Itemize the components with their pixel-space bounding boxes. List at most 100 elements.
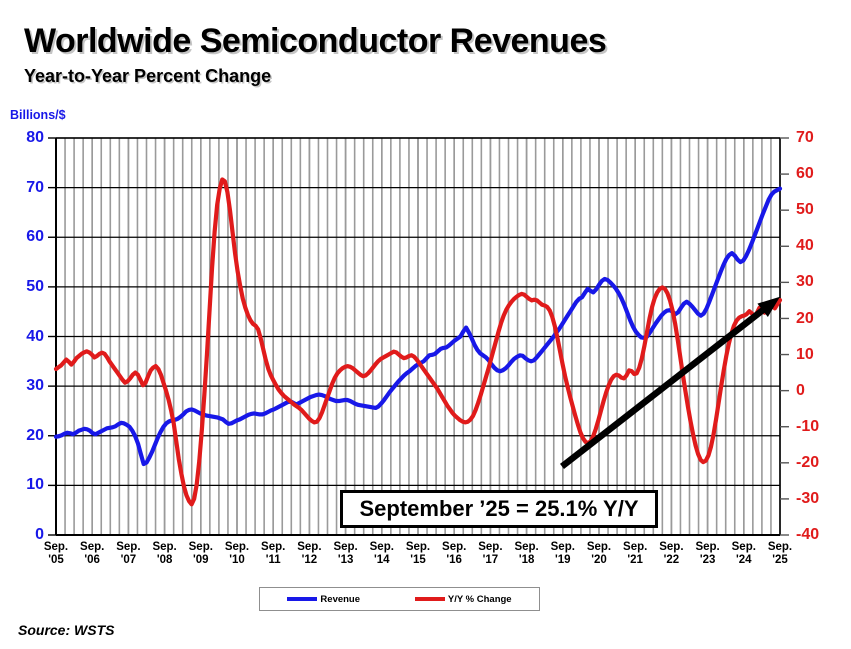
x-axis-tick-year: '20 — [591, 554, 607, 566]
x-axis-tick-month: Sep. — [116, 541, 141, 553]
y-axis-unit-label: Billions/$ — [10, 108, 66, 122]
x-axis-tick: Sep. '15 — [395, 541, 441, 567]
y-axis-tick-left: 70 — [26, 178, 44, 196]
y-axis-tick-right: -30 — [796, 489, 820, 507]
y-axis-tick-right: 70 — [796, 129, 814, 146]
x-axis-tick-month: Sep. — [43, 541, 69, 553]
x-axis-tick-month: Sep. — [731, 541, 756, 553]
x-axis-tick: Sep. '09 — [178, 541, 224, 567]
y-axis-tick-right: 30 — [796, 273, 814, 291]
y-axis-tick-right: 40 — [796, 237, 814, 255]
annotation-box: September ’25 = 25.1% Y/Y — [340, 490, 658, 528]
legend-swatch-yoy — [414, 597, 445, 601]
x-axis-tick-year: '24 — [736, 554, 752, 566]
y-axis-tick-right: 20 — [796, 309, 814, 327]
x-axis-tick: Sep. '12 — [286, 541, 332, 567]
x-axis-tick-year: '25 — [772, 554, 788, 566]
x-axis-tick-month: Sep. — [586, 541, 612, 553]
x-axis-tick: Sep. '13 — [323, 541, 369, 567]
x-axis-tick: Sep. '22 — [648, 541, 694, 567]
y-axis-tick-right: -20 — [796, 453, 820, 471]
x-axis-tick-year: '07 — [120, 554, 137, 566]
x-axis-tick-month: Sep. — [261, 541, 286, 553]
legend-item-revenue: Revenue — [287, 594, 360, 605]
x-axis-tick-year: '19 — [555, 554, 571, 566]
x-axis-tick-month: Sep. — [442, 541, 467, 553]
x-axis-tick-month: Sep. — [767, 541, 793, 553]
right-axis-ticks — [780, 137, 789, 536]
x-axis-tick-year: '10 — [229, 554, 245, 566]
page-subtitle: Year-to-Year Percent Change — [24, 66, 272, 86]
x-axis-tick-month: Sep. — [152, 541, 177, 553]
x-axis-tick: Sep. '18 — [504, 541, 550, 567]
x-axis-tick-year: '08 — [156, 554, 173, 566]
x-axis-tick-month: Sep. — [369, 541, 394, 553]
legend-item-yoy: Y/Y % Change — [414, 594, 512, 605]
x-axis-tick: Sep. '10 — [214, 541, 260, 567]
y-axis-tick-left: 20 — [26, 426, 44, 444]
x-axis-tick-month: Sep. — [80, 541, 105, 553]
y-axis-tick-right: 60 — [796, 165, 814, 183]
x-axis-tick: Sep. '24 — [721, 541, 767, 567]
x-axis-tick-year: '11 — [265, 554, 281, 566]
x-axis-tick: Sep. '05 — [33, 541, 79, 567]
x-axis-tick-year: '09 — [193, 554, 209, 566]
annotation-text: September ’25 = 25.1% Y/Y — [359, 496, 639, 521]
x-axis-tick: Sep. '19 — [540, 541, 586, 567]
x-axis-tick: Sep. '16 — [431, 541, 477, 567]
x-axis-tick-year: '12 — [301, 554, 318, 566]
y-axis-tick-left: 80 — [26, 129, 44, 146]
x-axis-tick: Sep. '08 — [142, 541, 188, 567]
y-axis-tick-right: 50 — [796, 201, 814, 219]
x-axis-tick-month: Sep. — [224, 541, 250, 553]
series-line-y-y-change — [53, 177, 783, 507]
y-axis-tick-left: 0 — [35, 526, 44, 543]
x-axis-tick: Sep. '25 — [757, 541, 803, 567]
x-axis-tick-month: Sep. — [333, 541, 358, 553]
y-axis-tick-left: 30 — [26, 377, 44, 395]
chart-legend: Revenue Y/Y % Change — [259, 587, 540, 611]
x-axis-tick: Sep. '14 — [359, 541, 405, 567]
y-axis-tick-left: 40 — [26, 327, 44, 345]
y-axis-tick-left: 60 — [26, 228, 44, 246]
x-axis-tick-month: Sep. — [695, 541, 720, 553]
x-axis-tick-year: '14 — [374, 554, 390, 566]
x-axis-tick-year: '23 — [699, 554, 716, 566]
x-axis-tick-month: Sep. — [188, 541, 213, 553]
x-axis-tick-month: Sep. — [297, 541, 322, 553]
x-axis-tick-month: Sep. — [659, 541, 684, 553]
x-axis-tick: Sep. '21 — [612, 541, 658, 567]
y-axis-tick-right: 0 — [796, 381, 805, 399]
x-axis-tick-year: '15 — [410, 554, 426, 566]
y-axis-tick-right: -40 — [796, 526, 820, 543]
x-axis-tick-year: '06 — [84, 554, 100, 566]
x-axis-tick: Sep. '06 — [69, 541, 115, 567]
x-axis-tick: Sep. '07 — [105, 541, 151, 567]
left-axis-ticks — [48, 137, 56, 536]
legend-swatch-revenue — [287, 597, 318, 601]
y-axis-tick-right: 10 — [796, 345, 814, 363]
source-note: Source: WSTS — [18, 622, 115, 638]
x-axis-tick: Sep. '11 — [250, 541, 296, 567]
x-axis-tick-year: '21 — [627, 554, 643, 566]
x-axis-tick-month: Sep. — [405, 541, 431, 553]
y-axis-tick-left: 10 — [26, 476, 44, 494]
y-axis-tick-right: -10 — [796, 417, 820, 435]
x-axis-tick: Sep. '20 — [576, 541, 622, 567]
x-axis-tick-month: Sep. — [478, 541, 503, 553]
x-axis-tick-year: '18 — [518, 554, 535, 566]
x-axis-tick-year: '22 — [663, 554, 680, 566]
trend-arrow — [560, 296, 780, 469]
y-axis-tick-left: 50 — [26, 277, 44, 295]
x-axis-tick-year: '13 — [337, 554, 354, 566]
x-axis-tick-year: '16 — [446, 554, 462, 566]
page-title: Worldwide Semiconductor Revenues — [24, 22, 607, 60]
x-axis-tick-month: Sep. — [623, 541, 648, 553]
x-axis-tick-month: Sep. — [550, 541, 575, 553]
x-axis-tick: Sep. '17 — [467, 541, 513, 567]
legend-label-revenue: Revenue — [320, 593, 361, 605]
x-axis-tick: Sep. '23 — [685, 541, 731, 567]
